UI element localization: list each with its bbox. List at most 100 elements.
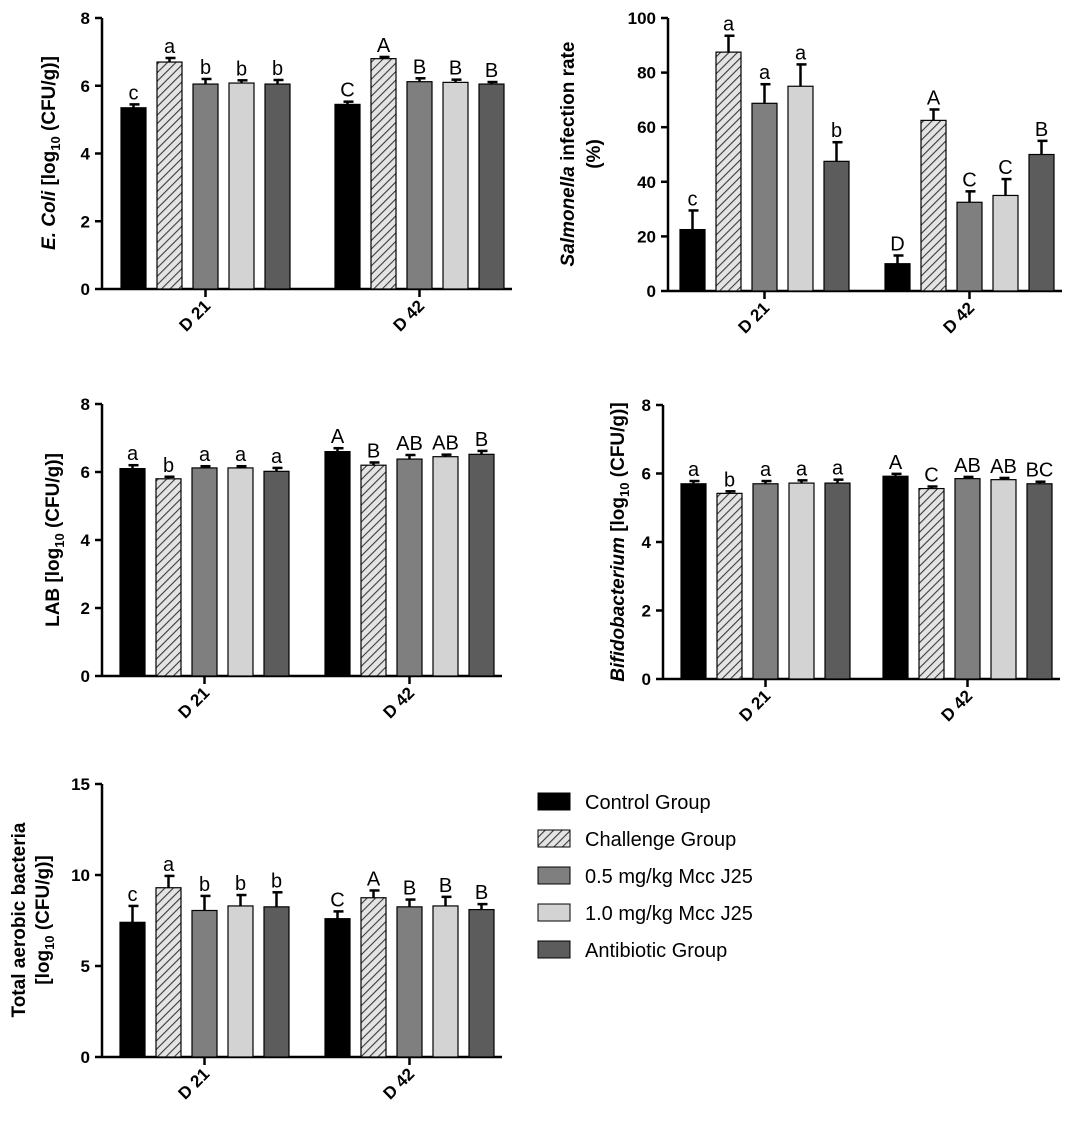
x-tick-label: D 21 — [175, 296, 214, 335]
significance-letter: b — [271, 870, 282, 892]
significance-letter: C — [962, 169, 976, 191]
ylabel-part: [log — [39, 151, 60, 191]
significance-letter: AB — [432, 433, 459, 455]
bar — [679, 228, 706, 292]
significance-letter: A — [367, 868, 381, 890]
legend-label: Control Group — [585, 792, 711, 814]
bar — [228, 82, 255, 290]
bar — [324, 918, 351, 1058]
ylabel-part: Bifidobacterium — [608, 537, 629, 682]
significance-letter: A — [331, 426, 345, 448]
legend: Control Group Challenge Group 0.5 mg/kg Mc… — [537, 792, 753, 962]
significance-letter: a — [235, 444, 247, 466]
y-tick-label: 8 — [81, 9, 90, 28]
significance-letter: a — [723, 14, 735, 36]
x-tick-label: D 21 — [735, 686, 774, 725]
legend-swatch — [537, 866, 571, 885]
bar — [360, 897, 387, 1058]
significance-letter: B — [475, 429, 488, 451]
bar — [191, 467, 218, 677]
significance-letter: a — [688, 459, 700, 481]
bar — [396, 906, 423, 1058]
significance-letter: c — [688, 188, 698, 210]
significance-letter: A — [889, 452, 903, 474]
significance-letter: b — [272, 58, 283, 80]
significance-letter: A — [377, 35, 391, 57]
y-tick-label: 6 — [81, 77, 90, 96]
legend-swatch — [537, 903, 571, 922]
bar — [396, 458, 423, 677]
bar — [468, 908, 495, 1058]
x-tick-label: D 21 — [734, 298, 773, 337]
y-tick-label: 80 — [637, 64, 656, 83]
y-tick-label: 60 — [637, 118, 656, 137]
significance-letter: C — [998, 157, 1012, 179]
y-tick-label: 4 — [81, 531, 91, 550]
legend-swatch — [537, 940, 571, 959]
significance-letter: B — [1035, 119, 1048, 141]
ylabel-part: E. Coli — [39, 190, 60, 250]
significance-letter: a — [760, 459, 772, 481]
y-axis-label-line2: (%) — [584, 139, 605, 169]
significance-letter: b — [236, 58, 247, 80]
y-tick-label: 8 — [642, 396, 651, 415]
bar — [227, 905, 254, 1058]
x-tick-label: D 21 — [174, 683, 213, 722]
bar — [1026, 483, 1053, 680]
bar — [264, 83, 291, 290]
bar — [715, 51, 742, 292]
bar — [155, 887, 182, 1058]
significance-letter: B — [449, 58, 462, 80]
significance-letter: B — [367, 440, 380, 462]
bar — [956, 201, 983, 292]
bar — [882, 475, 909, 680]
legend-swatch — [537, 792, 571, 811]
y-tick-label: 4 — [642, 533, 652, 552]
x-tick-label: D 42 — [939, 298, 978, 337]
bar — [334, 103, 361, 290]
significance-letter: a — [164, 36, 176, 58]
x-tick-label: D 42 — [379, 1064, 418, 1103]
bar — [119, 468, 146, 677]
ylabel-part: 10 — [52, 533, 67, 547]
ylabel-part: (CFU/g)] — [43, 453, 64, 533]
y-tick-label: 40 — [637, 173, 656, 192]
significance-letter: AB — [954, 455, 981, 477]
bar — [192, 83, 219, 290]
significance-letter: b — [163, 455, 174, 477]
bar — [155, 478, 182, 677]
significance-letter: a — [832, 458, 844, 480]
bar — [432, 456, 459, 677]
bar — [227, 467, 254, 677]
ylabel-part: (CFU/g)] — [33, 855, 54, 935]
significance-letter: BC — [1026, 460, 1054, 482]
ylabel-part: Total aerobic bacteria — [9, 822, 30, 1017]
bar — [370, 58, 397, 290]
bar — [1028, 153, 1055, 292]
bar — [920, 119, 947, 292]
bar — [263, 470, 290, 677]
ylabel-part: 10 — [617, 483, 632, 497]
significance-letter: b — [199, 874, 210, 896]
significance-letter: A — [927, 87, 941, 109]
y-tick-label: 0 — [647, 282, 656, 301]
ylabel-part: [log — [608, 497, 629, 537]
bar — [119, 921, 146, 1058]
significance-letter: a — [759, 62, 771, 84]
significance-letter: b — [831, 120, 842, 142]
significance-letter: a — [163, 854, 175, 876]
bar — [918, 487, 945, 680]
x-tick-label: D 42 — [379, 683, 418, 722]
y-tick-label: 100 — [628, 9, 656, 28]
y-axis-label-line1: Salmonella infection rate — [558, 42, 579, 267]
significance-letter: a — [199, 444, 211, 466]
y-axis-label: E. Coli [log10 (CFU/g)] — [39, 56, 63, 250]
y-tick-label: 8 — [81, 395, 90, 414]
y-tick-label: 20 — [637, 227, 656, 246]
bar — [788, 482, 815, 680]
significance-letter: C — [340, 80, 354, 102]
chart-panel: 0 20 40 60 80 100 Salmonella infection rate (%)… — [558, 9, 1062, 337]
